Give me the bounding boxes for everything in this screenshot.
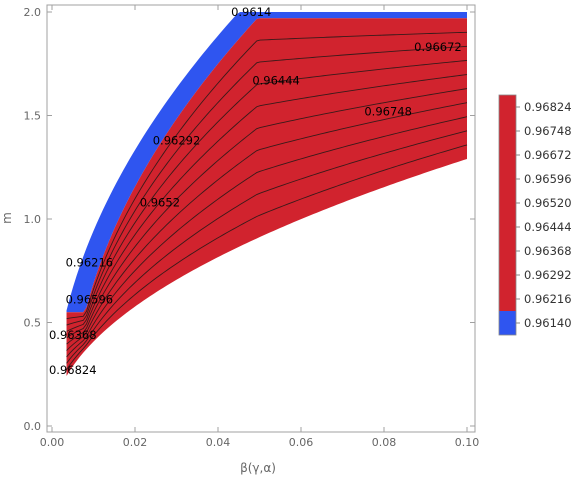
y-tick-label: 2.0 xyxy=(24,6,42,19)
contour-label: 0.9652 xyxy=(140,195,180,209)
contour-line xyxy=(66,130,468,364)
contour-line xyxy=(66,45,468,326)
contour-line xyxy=(66,74,468,339)
x-tick-label: 0.02 xyxy=(123,436,148,449)
y-tick-label: 1.0 xyxy=(24,213,42,226)
legend-swatch xyxy=(499,191,516,215)
y-tick-label: 0.0 xyxy=(24,420,42,433)
contour-line xyxy=(66,59,468,332)
legend-label: 0.96672 xyxy=(524,148,572,162)
contour-label: 0.96596 xyxy=(66,293,114,307)
contour-label: 0.9614 xyxy=(231,5,271,19)
contour-line xyxy=(66,102,468,351)
y-tick-label: 1.5 xyxy=(24,110,42,123)
band-region xyxy=(66,12,467,313)
legend-swatch xyxy=(499,143,516,167)
legend-label: 0.96596 xyxy=(524,172,572,186)
contour-label: 0.96672 xyxy=(414,40,462,54)
legend-swatch xyxy=(499,311,516,335)
legend-swatch xyxy=(499,95,516,119)
legend-swatch xyxy=(499,239,516,263)
filled-region xyxy=(66,18,467,377)
legend-group: 0.96824 0.96748 0.96672 0.96596 0.96520 0.964… xyxy=(498,94,572,336)
contour-label: 0.96444 xyxy=(252,73,300,87)
x-tick-label: 0.04 xyxy=(206,436,231,449)
legend-label: 0.96140 xyxy=(524,316,572,330)
legend-label: 0.96368 xyxy=(524,244,572,258)
x-tick-label: 0.10 xyxy=(455,436,480,449)
contour-label: 0.96748 xyxy=(364,104,412,118)
legend-label: 0.96292 xyxy=(524,268,572,282)
contour-line xyxy=(66,88,468,345)
x-tick-label: 0.00 xyxy=(40,436,65,449)
legend-label: 0.96824 xyxy=(524,100,572,114)
legend-swatch xyxy=(499,119,516,143)
contour-lines-group xyxy=(66,31,468,370)
legend-label: 0.96520 xyxy=(524,196,572,210)
x-tick-label: 0.06 xyxy=(289,436,314,449)
legend-swatch xyxy=(499,287,516,311)
x-tick-label: 0.08 xyxy=(372,436,397,449)
contour-line xyxy=(66,144,468,370)
contour-labels-group: 0.9614 0.96672 0.96444 0.96748 0.96292 0.9652… xyxy=(49,5,462,377)
contour-label: 0.96368 xyxy=(49,328,97,342)
legend-swatch xyxy=(499,263,516,287)
legend-frame xyxy=(498,94,517,336)
filled-region-group xyxy=(66,12,467,377)
legend-label: 0.96748 xyxy=(524,124,572,138)
legend-label: 0.96444 xyxy=(524,220,572,234)
y-axis-label: m xyxy=(0,212,14,224)
contour-label: 0.96292 xyxy=(153,133,201,147)
contour-label: 0.96824 xyxy=(49,363,97,377)
legend-label: 0.96216 xyxy=(524,292,572,306)
y-tick-label: 0.5 xyxy=(24,317,42,330)
legend-swatch xyxy=(499,167,516,191)
axis-ticks-group: 0.00 0.02 0.04 0.06 0.08 0.10 0.0 0.5 1.0 1.5 2.0 xyxy=(24,5,480,449)
contour-line xyxy=(66,116,468,358)
legend-swatch xyxy=(499,215,516,239)
contour-label: 0.96216 xyxy=(66,255,114,269)
x-axis-label: β(γ,α) xyxy=(240,461,276,475)
contour-line xyxy=(66,31,468,320)
